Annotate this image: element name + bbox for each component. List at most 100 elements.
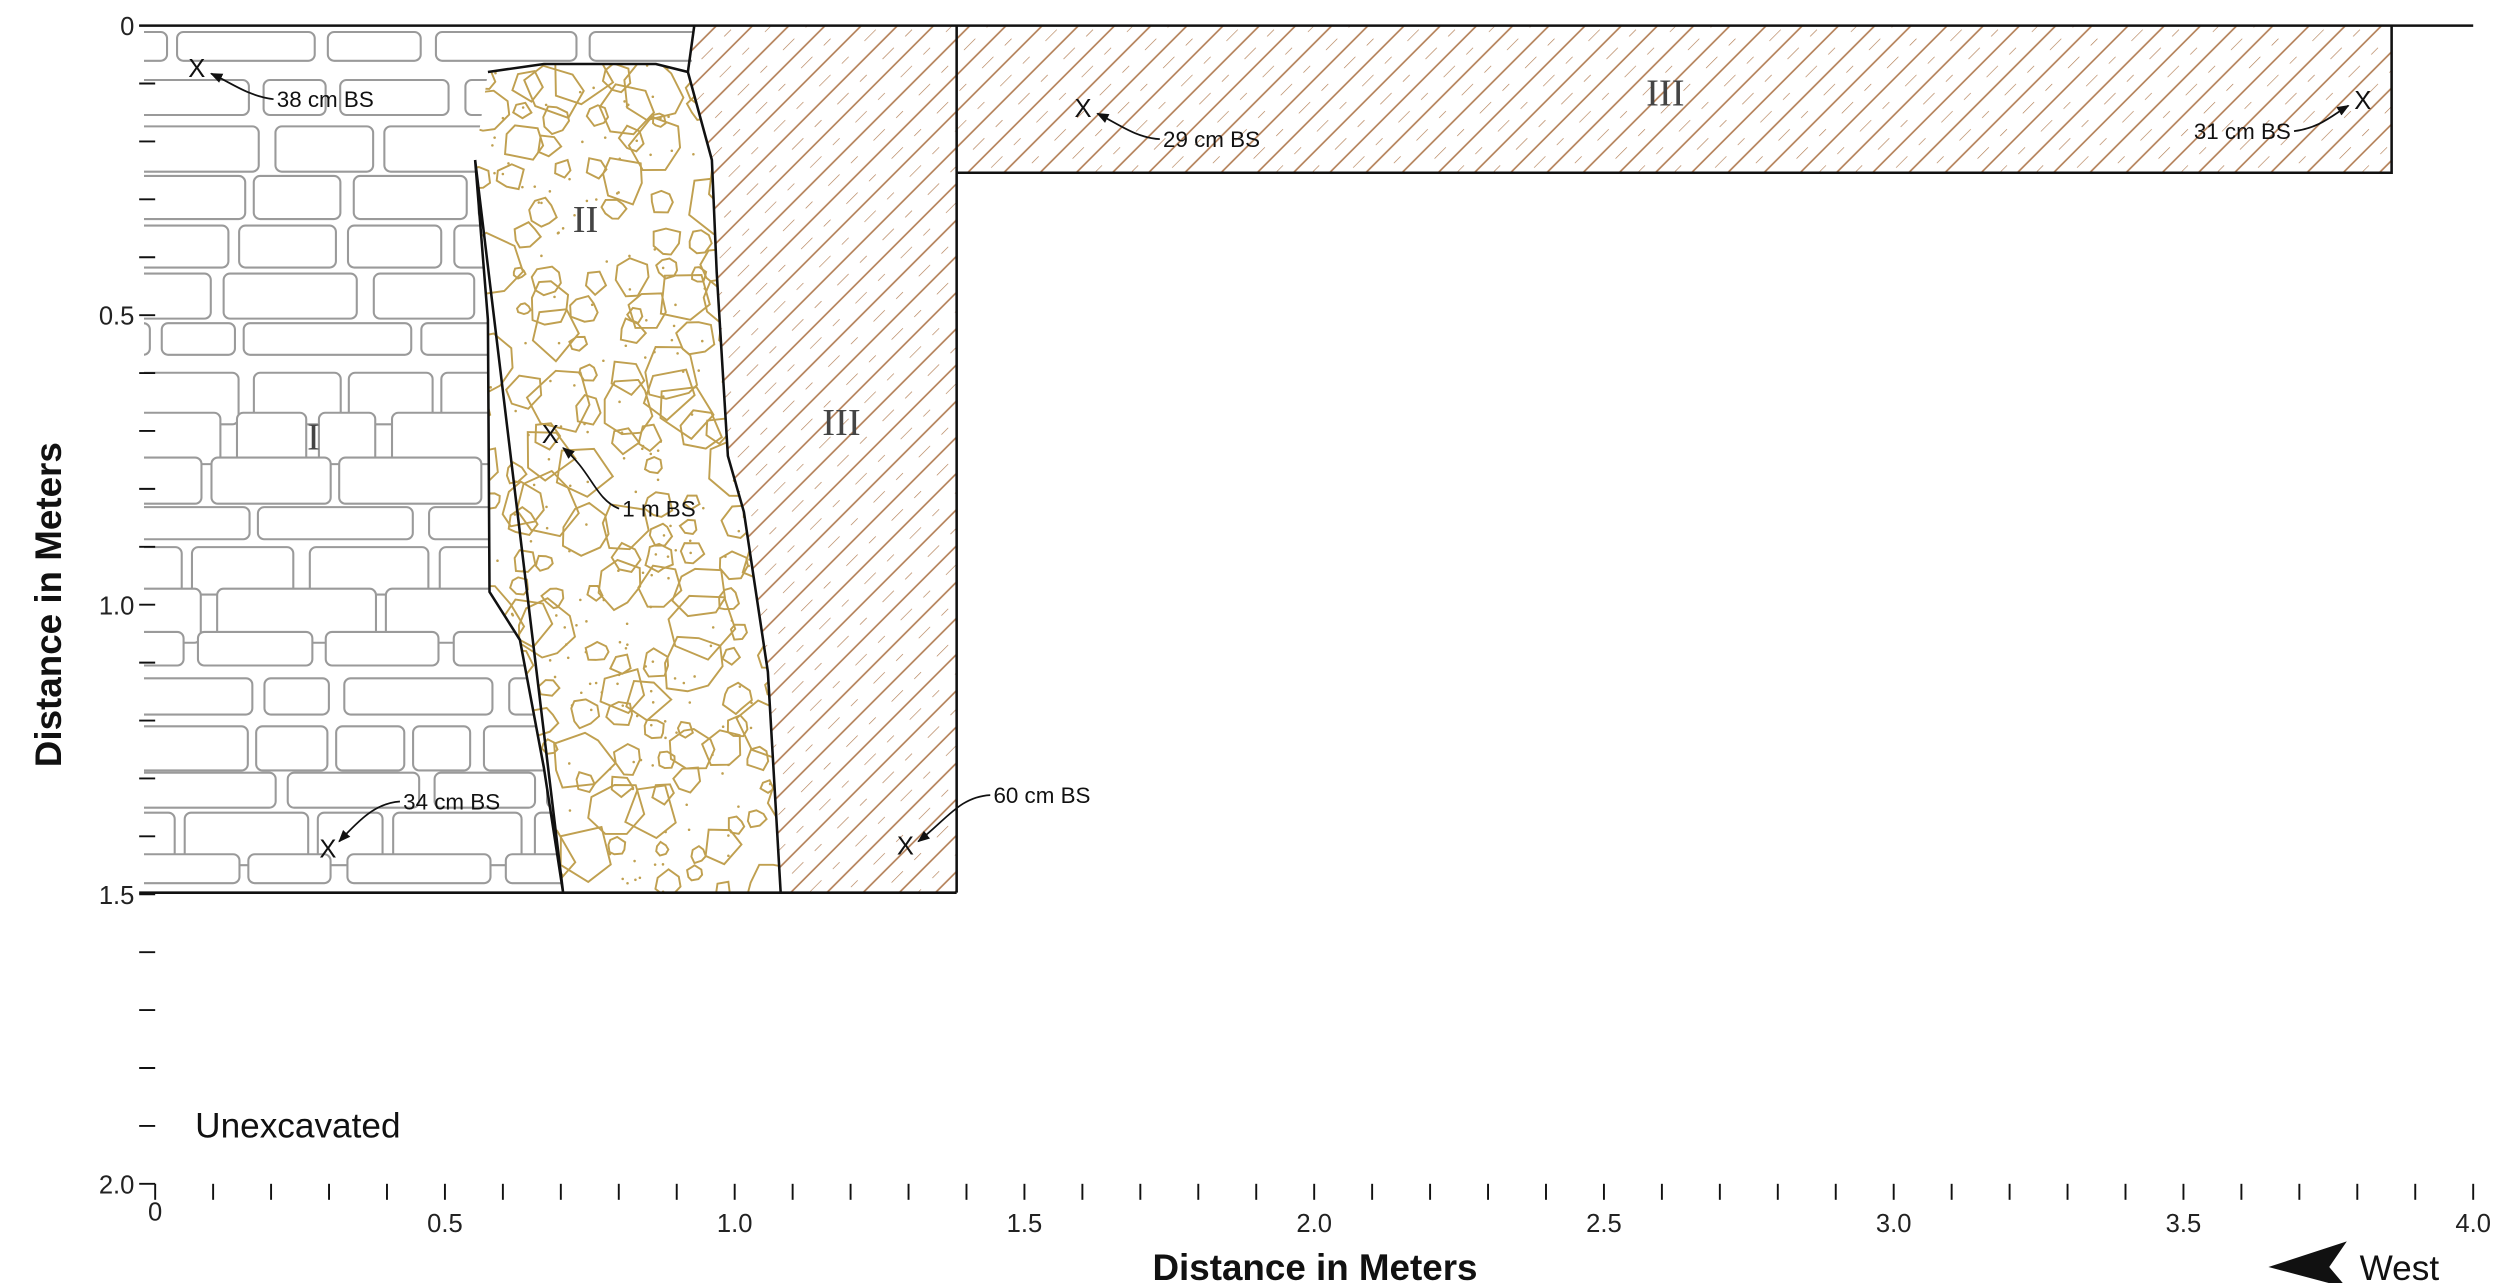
sand-dot	[617, 191, 620, 194]
sand-dot	[689, 551, 692, 555]
rubble-stone	[643, 718, 665, 740]
direction-label: West	[2360, 1249, 2440, 1283]
stone	[235, 411, 308, 466]
y-tick-label: 1.5	[99, 882, 135, 910]
marker-x: X	[319, 835, 336, 863]
sand-dot	[624, 647, 628, 650]
rubble-stone	[741, 532, 781, 590]
sand-dot	[659, 440, 663, 443]
sand-dot	[703, 287, 707, 290]
stone	[625, 853, 695, 885]
sand-dot	[532, 483, 536, 487]
sand-dot	[634, 490, 638, 494]
rubble-stone	[504, 124, 545, 161]
sand-dot	[674, 303, 677, 307]
sand-dot	[540, 254, 543, 258]
rubble-stone	[721, 646, 742, 666]
rubble-stone	[553, 731, 617, 789]
annotation: 29 cm BS	[1163, 127, 1260, 152]
sand-dot	[580, 691, 583, 695]
rubble-stone	[515, 469, 580, 538]
sand-dot	[624, 344, 628, 348]
sand-dot	[547, 457, 551, 461]
rubble-stone	[651, 783, 675, 806]
rubble-stone	[704, 828, 743, 866]
sand-dot	[549, 379, 552, 383]
stone	[522, 587, 637, 644]
stone	[143, 677, 254, 716]
sand-dot	[616, 682, 619, 686]
annotation: 31 cm BS	[2194, 119, 2291, 144]
stone	[420, 322, 550, 356]
rubble-stone	[612, 742, 641, 776]
stone	[196, 630, 314, 667]
rubble-stone	[530, 280, 570, 326]
stone	[183, 811, 310, 867]
rubble-stone	[598, 83, 656, 136]
stone	[143, 811, 176, 867]
sand-dot	[709, 644, 713, 648]
y-tick-label: 1.0	[99, 592, 135, 620]
sand-dot	[595, 198, 598, 201]
marker-x: X	[542, 421, 559, 449]
sand-dot	[514, 409, 517, 413]
sand-dot	[555, 614, 558, 617]
sand-dot	[666, 555, 670, 558]
sand-dot	[548, 190, 552, 193]
sand-dot	[721, 772, 724, 775]
rubble-stone	[726, 714, 749, 738]
sand-dot	[568, 484, 572, 488]
rubble-stone	[682, 494, 701, 511]
sand-dot	[749, 726, 753, 730]
sand-dot	[702, 506, 705, 510]
sand-dot	[626, 643, 629, 646]
stone	[238, 224, 337, 269]
sand-dot	[737, 529, 741, 533]
rubble-stone	[505, 461, 528, 485]
rubble-stone	[587, 784, 646, 835]
rubble-stone	[648, 522, 674, 547]
stone	[143, 506, 251, 541]
sand-dot	[539, 888, 543, 892]
rubble-stone	[523, 64, 585, 120]
sand-dot	[553, 675, 557, 679]
sand-dot	[711, 753, 714, 756]
rubble-stone	[525, 369, 591, 433]
sand-dot	[561, 227, 565, 230]
sand-dot	[494, 71, 497, 75]
sand-dot	[622, 457, 626, 460]
direction-arrow	[2268, 1241, 2347, 1283]
rubble-stone	[537, 134, 563, 158]
rubble-stone	[537, 679, 561, 697]
sand-dot	[663, 720, 667, 723]
rubble-stone	[614, 257, 650, 298]
stone	[143, 272, 212, 320]
rubble-stone	[515, 302, 532, 316]
rubble-stone	[679, 409, 723, 450]
sand-dot	[617, 673, 621, 677]
annotation: 1 m BS	[622, 497, 695, 522]
layer-ii-outline	[473, 62, 782, 893]
rubble-stone	[611, 427, 641, 456]
sand-dot	[747, 564, 751, 568]
marker-x: X	[2354, 87, 2371, 115]
rubble-stone	[746, 809, 768, 829]
sand-dot	[478, 887, 482, 890]
stone	[346, 853, 492, 885]
sand-dot	[533, 185, 537, 188]
stone	[143, 630, 185, 667]
sand-dot	[618, 400, 621, 404]
layer-label: III	[1646, 73, 1684, 115]
sand-dot	[670, 338, 674, 342]
stone	[412, 725, 472, 772]
rubble-stone	[495, 163, 525, 191]
rubble-stone	[501, 480, 545, 528]
rubble-stone	[475, 231, 525, 295]
sand-dot	[481, 308, 485, 311]
sand-dot	[625, 622, 629, 626]
rubble-stone	[530, 265, 562, 297]
stone	[434, 30, 578, 62]
sand-dot	[659, 117, 662, 120]
stone	[346, 224, 443, 269]
